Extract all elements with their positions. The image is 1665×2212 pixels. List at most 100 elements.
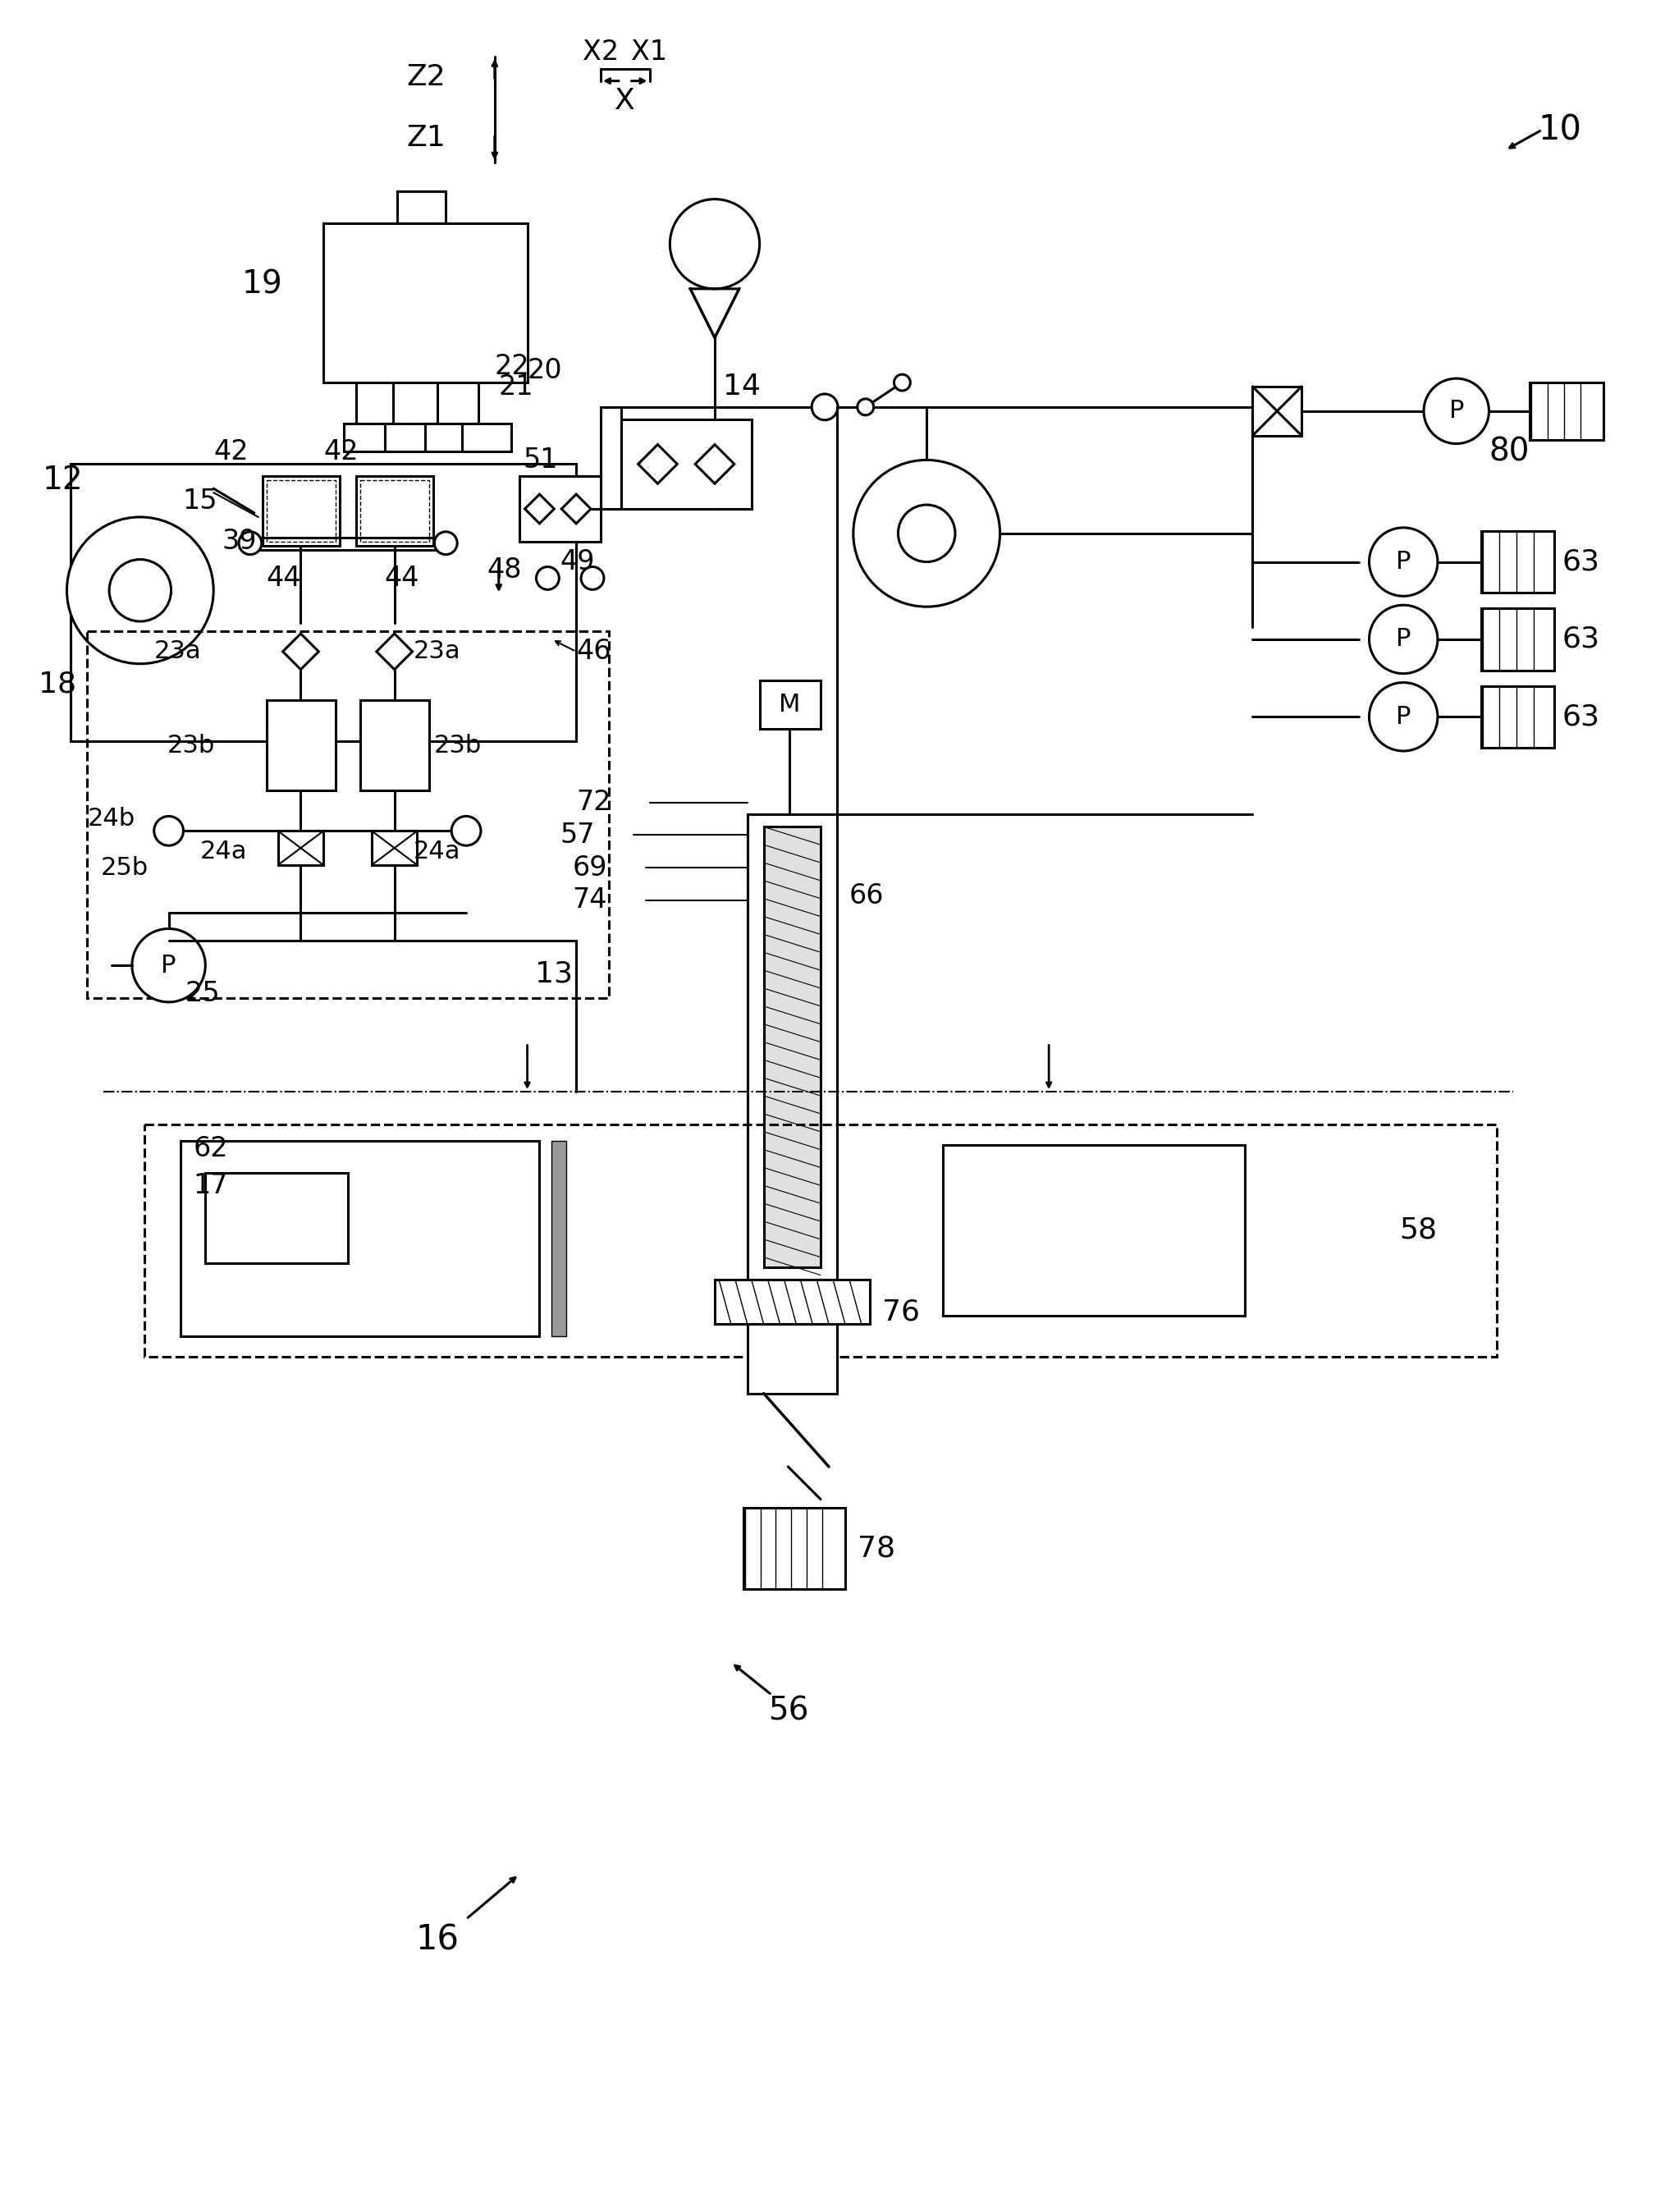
Bar: [1252, 387, 1302, 436]
Circle shape: [1369, 529, 1437, 595]
Bar: [360, 480, 430, 542]
Text: P: P: [1395, 706, 1410, 728]
Bar: [345, 422, 393, 451]
Bar: [551, 1141, 566, 1336]
Text: 25: 25: [185, 980, 220, 1006]
Circle shape: [669, 199, 759, 290]
Bar: [621, 420, 751, 509]
Circle shape: [110, 560, 171, 622]
Circle shape: [1369, 606, 1437, 675]
Text: 80: 80: [1489, 436, 1530, 467]
Text: 48: 48: [486, 557, 521, 584]
Text: X: X: [614, 86, 636, 115]
Text: 78: 78: [857, 1535, 896, 1562]
Text: 44: 44: [385, 564, 420, 593]
Text: 13: 13: [536, 960, 573, 987]
Text: 15: 15: [183, 487, 218, 513]
Text: X1: X1: [631, 40, 668, 66]
Text: 46: 46: [576, 637, 611, 666]
Text: 14: 14: [723, 372, 761, 400]
Bar: [463, 422, 511, 451]
Bar: [764, 827, 821, 1267]
Bar: [519, 476, 601, 542]
Text: 20: 20: [528, 356, 563, 385]
Text: 44: 44: [266, 564, 301, 593]
Bar: [1530, 383, 1603, 440]
Text: 12: 12: [42, 465, 83, 495]
Bar: [181, 1141, 539, 1336]
Bar: [942, 1146, 1244, 1316]
Text: 24b: 24b: [87, 807, 135, 830]
Text: 22: 22: [495, 352, 529, 380]
Text: P: P: [1395, 628, 1410, 650]
Text: 74: 74: [573, 887, 608, 914]
Polygon shape: [638, 445, 678, 484]
Bar: [356, 476, 433, 546]
Circle shape: [536, 566, 559, 591]
Text: P: P: [1395, 551, 1410, 573]
Text: 76: 76: [882, 1298, 919, 1325]
Text: 62: 62: [193, 1135, 228, 1161]
Text: 51: 51: [523, 447, 558, 473]
Text: 17: 17: [193, 1172, 228, 1199]
Bar: [371, 832, 418, 865]
Bar: [714, 1279, 869, 1325]
Bar: [396, 190, 446, 223]
Circle shape: [435, 531, 458, 555]
Text: 56: 56: [768, 1697, 809, 1728]
Text: 42: 42: [213, 438, 248, 465]
Circle shape: [894, 374, 911, 392]
Text: M: M: [779, 692, 801, 717]
Bar: [360, 701, 430, 790]
Bar: [426, 422, 475, 451]
Bar: [743, 1506, 846, 1588]
Circle shape: [67, 518, 213, 664]
Polygon shape: [561, 493, 591, 524]
Polygon shape: [376, 633, 413, 670]
Circle shape: [581, 566, 604, 591]
Text: 72: 72: [576, 790, 611, 816]
Text: 49: 49: [559, 549, 594, 575]
Bar: [323, 223, 528, 383]
Bar: [1480, 686, 1553, 748]
Circle shape: [813, 394, 837, 420]
Bar: [1480, 531, 1553, 593]
Circle shape: [238, 531, 261, 555]
Bar: [1480, 608, 1553, 670]
Bar: [205, 1172, 348, 1263]
Text: 23a: 23a: [155, 639, 201, 664]
Text: 18: 18: [38, 670, 77, 699]
Text: 69: 69: [573, 854, 608, 880]
Polygon shape: [524, 493, 554, 524]
Text: 63: 63: [1562, 549, 1600, 575]
Text: 10: 10: [1538, 113, 1582, 146]
Polygon shape: [696, 445, 734, 484]
Text: P: P: [1449, 398, 1464, 422]
Text: 16: 16: [416, 1922, 460, 1958]
Bar: [266, 480, 336, 542]
Text: 23b: 23b: [433, 734, 481, 757]
Text: 24a: 24a: [200, 838, 246, 863]
Text: 23a: 23a: [413, 639, 461, 664]
Bar: [748, 814, 837, 1279]
Text: 42: 42: [323, 438, 358, 465]
Circle shape: [132, 929, 205, 1002]
Bar: [263, 476, 340, 546]
Text: Z2: Z2: [406, 62, 446, 91]
Bar: [385, 422, 433, 451]
Circle shape: [1369, 684, 1437, 752]
Bar: [748, 1325, 837, 1394]
Circle shape: [155, 816, 183, 845]
Text: Z1: Z1: [406, 124, 446, 153]
Bar: [266, 701, 336, 790]
Circle shape: [1424, 378, 1489, 445]
Bar: [72, 465, 576, 741]
Circle shape: [897, 504, 956, 562]
Text: 63: 63: [1562, 703, 1600, 730]
Text: 66: 66: [849, 883, 884, 909]
Text: 58: 58: [1399, 1217, 1437, 1245]
Text: 25b: 25b: [102, 856, 148, 880]
Text: 39: 39: [221, 529, 256, 555]
Bar: [278, 832, 323, 865]
Bar: [145, 1124, 1497, 1356]
